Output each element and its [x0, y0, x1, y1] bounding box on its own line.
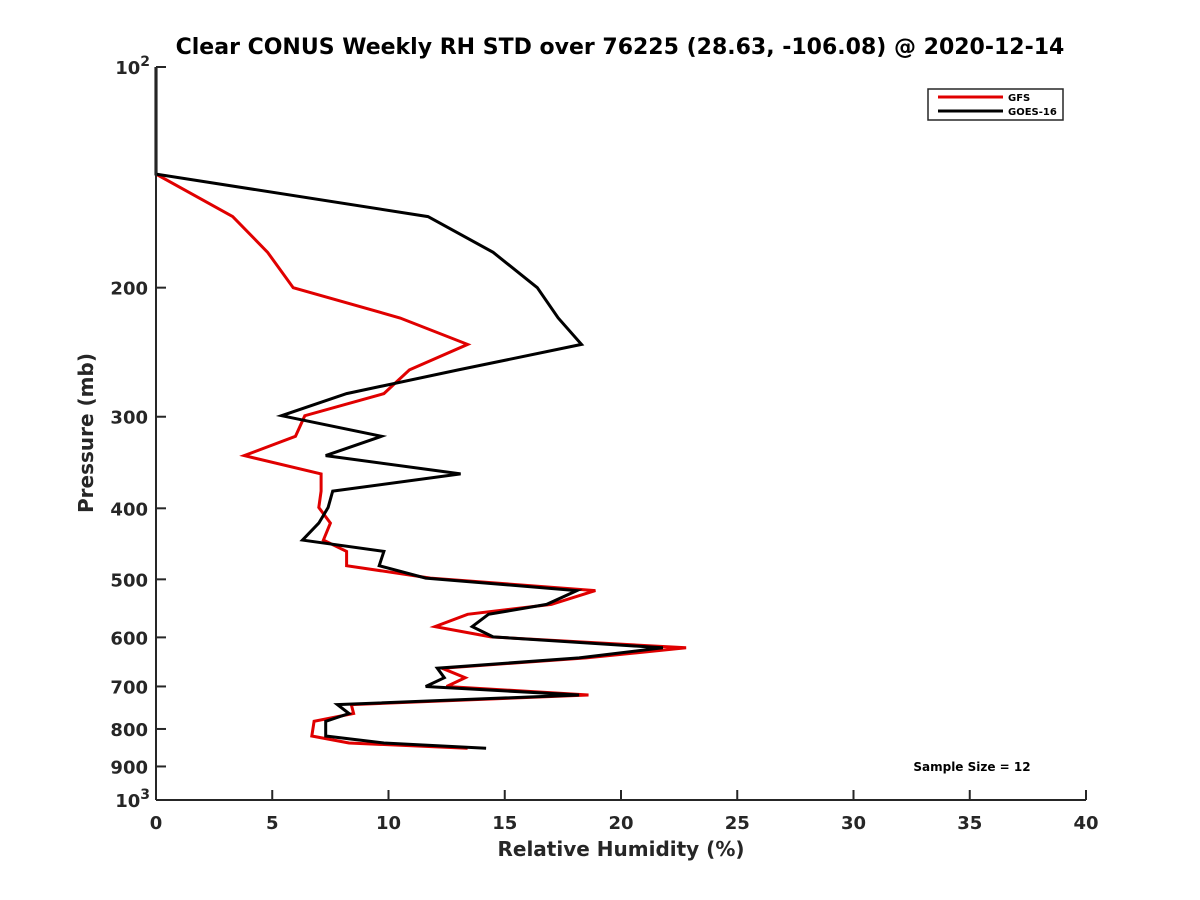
legend-box [927, 88, 1064, 121]
x-tick-label: 30 [841, 813, 866, 834]
y-tick-label: 400 [110, 499, 148, 520]
plot-area: 0 5 10 15 20 25 30 35 40 102 200 300 400 500 600 700 80… [110, 54, 1098, 834]
series-line-goes16 [154, 67, 664, 750]
y-axis-label: Pressure (mb) [74, 353, 98, 513]
y-tick-label: 102 [115, 54, 150, 79]
legend-label-gfs: GFS [1008, 93, 1030, 104]
chart-title: Clear CONUS Weekly RH STD over 76225 (28… [176, 35, 1065, 60]
y-tick-label: 600 [110, 628, 148, 649]
series-line-gfs [154, 67, 687, 750]
y-tick-label: 700 [110, 677, 148, 698]
x-tick-label: 0 [150, 813, 163, 834]
x-tick-label: 15 [492, 813, 517, 834]
y-tick-label: 800 [110, 720, 148, 741]
legend-label-goes16: GOES-16 [1008, 107, 1057, 118]
plot-background [156, 67, 1086, 800]
y-tick-label: 300 [110, 408, 148, 429]
sample-size-annotation: Sample Size = 12 [913, 760, 1030, 774]
y-tick-label: 500 [110, 570, 148, 591]
x-tick-label: 40 [1073, 813, 1098, 834]
x-tick-label: 35 [957, 813, 982, 834]
x-tick-label: 10 [376, 813, 401, 834]
x-tick-label: 5 [266, 813, 279, 834]
y-ticks: 102 200 300 400 500 600 700 800 900 103 [110, 54, 166, 812]
series-layer [154, 67, 687, 750]
y-tick-label: 200 [110, 279, 148, 300]
x-ticks: 0 5 10 15 20 25 30 35 40 [150, 790, 1099, 834]
y-tick-label: 900 [110, 757, 148, 778]
y-tick-label: 103 [115, 787, 150, 812]
x-tick-label: 20 [608, 813, 633, 834]
x-axis-label: Relative Humidity (%) [497, 837, 744, 861]
x-tick-label: 25 [725, 813, 750, 834]
legend: GFS GOES-16 [927, 88, 1064, 121]
